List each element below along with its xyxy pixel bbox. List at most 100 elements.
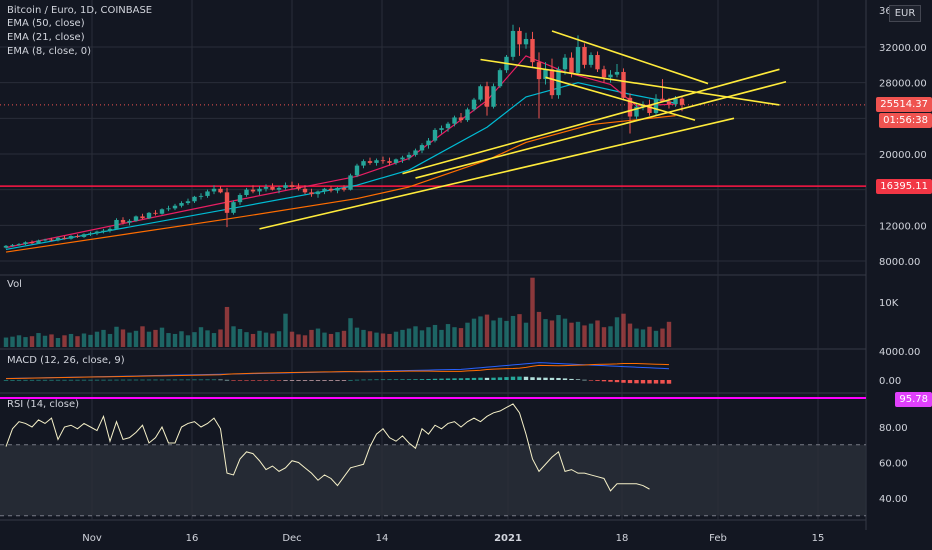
- candle: [16, 243, 22, 246]
- macd-bar: [341, 380, 347, 381]
- candle: [42, 238, 48, 242]
- trendline-wedge-top[interactable]: [551, 30, 709, 85]
- macd-bar: [549, 377, 555, 380]
- candle: [341, 185, 347, 192]
- candle: [127, 219, 132, 226]
- volume-bar: [192, 332, 197, 347]
- volume-bar: [478, 316, 483, 347]
- candle: [406, 152, 412, 161]
- macd-bar: [101, 379, 106, 381]
- candle: [510, 24, 516, 61]
- macd-bar: [23, 379, 28, 381]
- volume-bar: [107, 333, 113, 347]
- macd-bar: [270, 380, 275, 381]
- ema-21-line[interactable]: [5, 82, 676, 250]
- macd-bar: [146, 379, 152, 381]
- candle: [75, 234, 80, 238]
- volume-bar: [140, 326, 145, 347]
- macd-bar: [289, 380, 295, 381]
- volume-bar: [198, 327, 204, 347]
- volume-bar: [361, 329, 366, 347]
- indicator-ema-8[interactable]: EMA (8, close, 0): [7, 46, 91, 57]
- macd-bar: [517, 376, 522, 380]
- macd-bar: [335, 380, 340, 381]
- trendline-channel-upper[interactable]: [480, 58, 780, 106]
- candle: [601, 65, 607, 83]
- macd-bar: [575, 379, 581, 380]
- time-tick-label: 2021: [494, 533, 522, 544]
- candle: [361, 159, 366, 169]
- candle: [159, 208, 165, 215]
- volume-bar: [582, 325, 587, 347]
- ema-8-line[interactable]: [5, 55, 676, 249]
- candle: [484, 81, 490, 116]
- volume-bar: [400, 329, 405, 347]
- drawings[interactable]: [259, 30, 787, 230]
- macd-bar: [647, 380, 652, 384]
- macd-bar: [3, 379, 9, 381]
- macd-bar: [595, 380, 600, 381]
- macd-bar: [348, 379, 353, 381]
- indicator-ema-21[interactable]: EMA (21, close): [7, 32, 85, 43]
- macd-bar: [94, 379, 100, 381]
- trendline-channel-lower[interactable]: [545, 76, 696, 121]
- volume-bar: [640, 329, 646, 347]
- volume-bar: [458, 328, 464, 347]
- candle: [250, 185, 256, 194]
- volume-bar: [322, 332, 327, 347]
- macd-bar: [192, 379, 197, 381]
- candle: [36, 239, 41, 245]
- trendline-rising-upper[interactable]: [402, 68, 780, 175]
- volume-bar: [263, 332, 269, 347]
- currency-button[interactable]: EUR: [889, 5, 921, 22]
- macd-bar: [224, 379, 230, 381]
- trendline-rising-lower[interactable]: [415, 81, 787, 179]
- macd-bar: [426, 378, 431, 380]
- macd-bar: [530, 377, 535, 380]
- candle: [562, 54, 568, 75]
- volume-bars: [3, 277, 672, 347]
- candle: [309, 188, 314, 197]
- trendline-lower-1[interactable]: [259, 117, 735, 230]
- volume-bar: [419, 330, 425, 347]
- volume-bar: [660, 328, 665, 347]
- volume-tick-label: 10K: [879, 298, 899, 309]
- macd-bar: [211, 379, 217, 381]
- macd-bar: [413, 379, 418, 380]
- ema-50-line[interactable]: [5, 115, 676, 253]
- macd-tick-label: 4000.00: [879, 347, 920, 358]
- macd-bar: [484, 377, 490, 380]
- volume-bar: [120, 329, 126, 347]
- rsi-tick-label: 40.00: [879, 494, 908, 505]
- macd-title: MACD (12, 26, close, 9): [7, 355, 125, 366]
- candle: [354, 163, 360, 178]
- rsi-tick-label: 80.00: [879, 423, 908, 434]
- candle: [88, 231, 93, 237]
- macd-bar: [653, 380, 659, 384]
- macd-bar: [16, 379, 22, 381]
- macd-bar: [419, 379, 425, 380]
- indicator-ema-50[interactable]: EMA (50, close): [7, 18, 85, 29]
- macd-bar: [465, 378, 470, 380]
- support-level-badge: 16395.11: [876, 179, 932, 194]
- macd-bar: [283, 380, 288, 381]
- volume-bar: [166, 333, 171, 347]
- candle: [465, 107, 470, 122]
- time-tick-label: 16: [186, 533, 199, 544]
- volume-bar: [218, 329, 223, 347]
- volume-bar: [55, 338, 61, 347]
- volume-bar: [289, 331, 295, 347]
- macd-bar: [62, 379, 67, 381]
- macd-bar: [491, 377, 496, 380]
- volume-bar: [556, 315, 561, 347]
- macd-bar: [296, 380, 301, 381]
- volume-bar: [23, 337, 28, 347]
- candle: [205, 189, 210, 198]
- macd-bar: [10, 379, 15, 381]
- macd-bar: [634, 380, 639, 384]
- candle: [413, 148, 418, 157]
- volume-bar: [237, 329, 243, 347]
- volume-bar: [575, 321, 581, 347]
